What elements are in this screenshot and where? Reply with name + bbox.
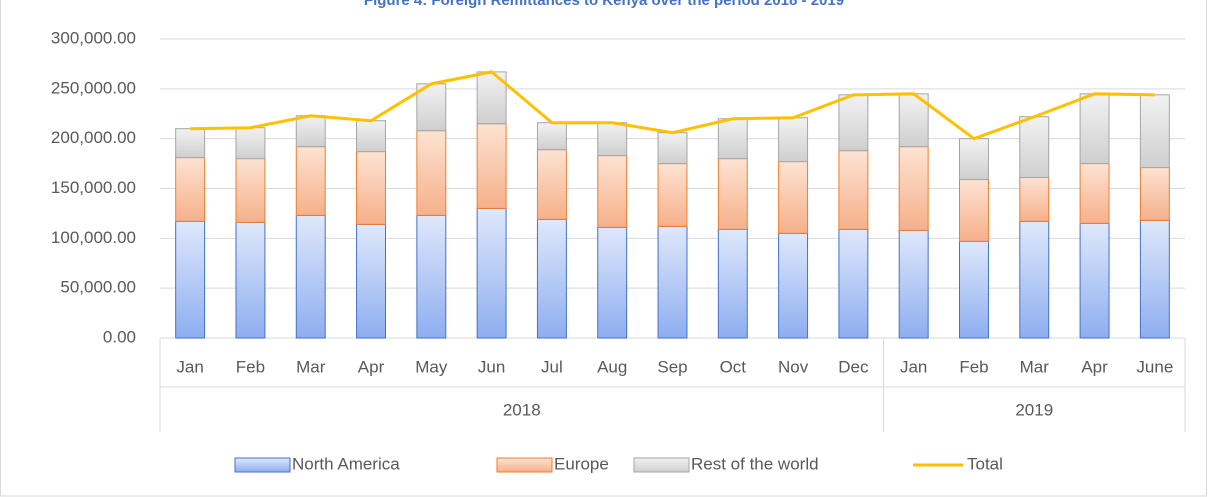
bar [1079,163,1110,224]
bar [356,120,387,153]
bar [1079,93,1110,165]
bar [476,123,507,209]
bar [235,127,266,160]
x-tick-label: Feb [236,357,265,376]
x-tick-label: May [415,357,448,376]
x-tick-label: Jul [541,357,563,376]
bar [959,179,989,242]
bar [717,228,748,339]
bar [959,240,989,339]
bar [235,221,266,339]
bar [657,163,688,227]
bar [1139,167,1170,221]
bar [657,225,688,339]
x-tick-label: Jun [478,357,505,376]
x-tick-label: Jan [176,357,203,376]
bar [416,130,447,216]
legend-label: North America [292,454,400,473]
legend-label: Rest of the world [691,454,819,473]
bar [717,158,748,230]
x-tick-label: Jan [900,357,927,376]
bar [175,157,206,222]
y-tick-label: 100,000.00 [51,228,136,247]
bar [1079,222,1110,339]
bar [536,149,567,220]
bar [898,229,929,339]
x-tick-label: Mar [296,357,326,376]
bar [356,151,387,225]
bar [1139,219,1170,339]
legend-label: Europe [554,454,609,473]
x-tick-label: Apr [358,357,385,376]
bar [1019,177,1050,222]
bar [416,214,447,339]
bar [1139,94,1170,169]
bar [356,223,387,339]
legend-swatch [234,457,291,473]
y-tick-label: 50,000.00 [60,278,136,297]
bar [536,218,567,339]
y-tick-label: 0.00 [103,327,136,346]
legend-swatch [496,457,553,473]
x-tick-label: Aug [597,357,627,376]
bar [717,118,748,160]
bar [597,122,628,157]
bar [416,83,447,132]
total-line [190,70,1155,141]
bar [838,228,869,339]
bar [536,122,567,151]
y-tick-label: 250,000.00 [51,78,136,97]
bar [778,161,809,234]
bar [1019,220,1050,339]
group-label: 2019 [1015,400,1053,419]
bar [1019,116,1050,179]
bar [959,138,989,181]
bar [898,146,929,231]
bar [235,158,266,223]
bar [778,232,809,339]
bar [838,150,869,230]
x-tick-label: Dec [838,357,869,376]
chart-title: Figure 4: Foreign Remittances to Kenya o… [364,0,844,9]
x-tick-label: Apr [1081,357,1108,376]
bar [597,226,628,339]
legend-label: Total [967,454,1003,473]
x-tick-label: Nov [778,357,809,376]
bar [476,207,507,339]
y-tick-label: 150,000.00 [51,178,136,197]
x-tick-label: Mar [1020,357,1050,376]
bar [657,132,688,165]
x-tick-label: Oct [720,357,747,376]
bar [597,155,628,228]
bar [295,115,326,148]
legend-swatch [633,457,690,473]
bar [175,220,206,339]
bar [778,117,809,163]
y-tick-label: 200,000.00 [51,128,136,147]
bar [295,214,326,339]
group-label: 2018 [503,400,541,419]
bar [175,128,206,159]
bar [838,94,869,152]
bar [295,146,326,216]
x-tick-label: June [1136,357,1173,376]
y-tick-label: 300,000.00 [51,28,136,47]
x-tick-label: Sep [657,357,687,376]
x-tick-label: Feb [959,357,988,376]
